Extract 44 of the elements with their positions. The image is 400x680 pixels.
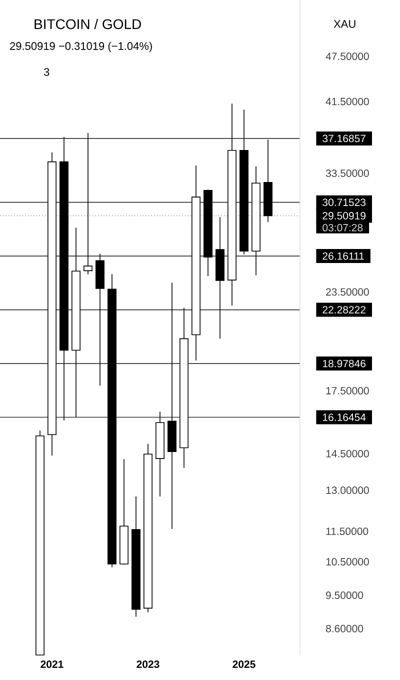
ref-line-label: 37.16857 — [322, 134, 366, 142]
candlestick — [252, 166, 260, 276]
annotation: 3 — [44, 68, 50, 76]
text: XAU — [334, 20, 356, 28]
y-tick-label: 47.50000 — [326, 52, 369, 60]
x-tick-label: 2023 — [136, 660, 160, 668]
y-tick-label: 10.50000 — [326, 558, 369, 566]
x-tick-label: 2021 — [40, 660, 64, 668]
y-tick-label: 8.60000 — [326, 624, 364, 632]
ref-line-label: 18.97846 — [323, 360, 366, 368]
candlestick — [156, 411, 164, 497]
candlestick — [168, 282, 176, 530]
y-tick-label: 33.50000 — [326, 170, 369, 177]
candlestick — [180, 307, 188, 468]
text: 29.50919 −0.31019 (−1.04%) — [10, 42, 152, 52]
ref-line-label: 26.16111 — [322, 252, 364, 260]
y-tick-label: 9.50000 — [326, 592, 364, 599]
text: 03:07:28 — [322, 224, 363, 232]
candlestick — [240, 109, 248, 255]
y-tick-label: 41.50000 — [326, 98, 369, 106]
ref-line-label: 16.16454 — [323, 414, 366, 421]
candlestick — [60, 136, 68, 421]
x-tick-label: 2025 — [232, 660, 256, 668]
y-tick-label: 13.00000 — [326, 486, 369, 494]
ref-line-label: 30.71523 — [322, 198, 366, 206]
candlestick — [228, 103, 236, 306]
y-tick-label: 11.50000 — [326, 528, 368, 536]
ref-line-label: 29.50919 — [322, 212, 366, 220]
candlestick — [192, 165, 200, 361]
candlestick — [204, 190, 212, 277]
text: BITCOIN / GOLD — [34, 18, 141, 30]
candlestick — [72, 227, 80, 418]
candlestick — [132, 496, 140, 618]
candlestick — [264, 139, 272, 223]
candlestick — [144, 443, 152, 613]
y-tick-label: 23.50000 — [326, 288, 369, 296]
candlestick — [216, 216, 224, 340]
candlestick — [48, 152, 56, 456]
ref-line-label: 22.28222 — [322, 306, 366, 314]
y-tick-label: 14.50000 — [326, 450, 369, 458]
candlestick — [108, 274, 116, 568]
y-tick-label: 17.50000 — [326, 387, 369, 394]
candlestick — [96, 253, 104, 386]
candlestick — [84, 132, 92, 275]
